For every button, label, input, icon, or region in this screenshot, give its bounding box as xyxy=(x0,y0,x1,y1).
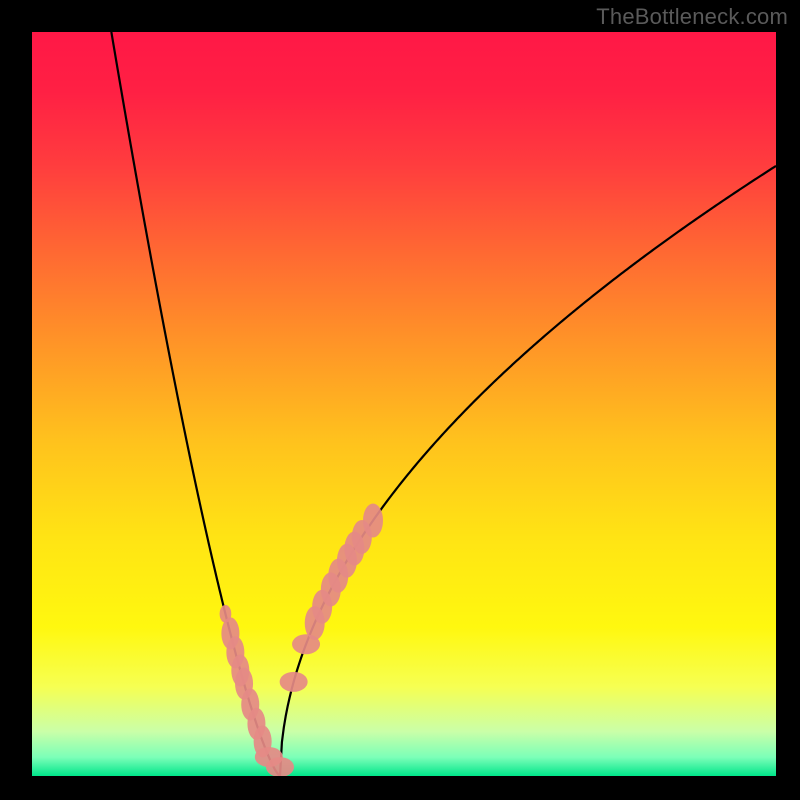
curve-marker xyxy=(280,672,308,692)
curve-marker xyxy=(292,634,320,654)
curve-marker xyxy=(220,605,232,623)
bottleneck-chart xyxy=(32,32,776,776)
curve-marker xyxy=(363,504,383,538)
watermark-text: TheBottleneck.com xyxy=(596,4,788,30)
gradient-background xyxy=(32,32,776,776)
